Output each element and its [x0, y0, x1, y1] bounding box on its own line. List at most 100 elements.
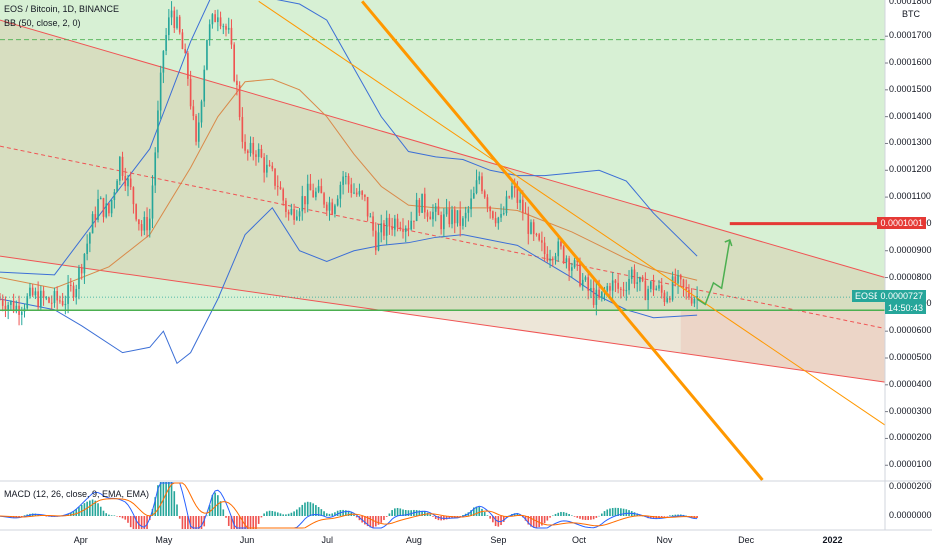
- candle-body: [241, 116, 244, 142]
- candle-body: [80, 267, 83, 274]
- candle-body: [682, 279, 685, 288]
- candle-body: [565, 258, 568, 263]
- macd-histogram-bar: [200, 516, 203, 529]
- candle-body: [195, 115, 197, 142]
- macd-histogram-bar: [113, 515, 116, 516]
- candle-body: [140, 224, 143, 231]
- candle-body: [350, 184, 353, 193]
- candle-body: [361, 191, 363, 195]
- candle-body: [576, 260, 579, 263]
- macd-histogram-bar: [421, 510, 423, 516]
- candle-body: [502, 213, 505, 215]
- macd-histogram-bar: [396, 507, 399, 516]
- macd-histogram-bar: [298, 507, 301, 516]
- candle-body: [658, 285, 660, 289]
- macd-histogram-bar: [91, 499, 94, 516]
- macd-histogram-bar: [274, 511, 276, 516]
- macd-histogram-bar: [505, 516, 508, 519]
- candle-body: [0, 298, 1, 300]
- macd-histogram-bar: [527, 516, 530, 525]
- candle-body: [159, 72, 162, 111]
- candle-body: [165, 35, 167, 51]
- macd-legend: MACD (12, 26, close, 9, EMA, EMA): [4, 489, 150, 499]
- macd-histogram-bar: [257, 516, 260, 524]
- macd-histogram-bar: [345, 510, 347, 516]
- candle-body: [663, 292, 666, 303]
- macd-histogram-bar: [304, 502, 306, 516]
- candle-body: [500, 213, 502, 218]
- projection-path: [696, 239, 731, 306]
- candle-body: [685, 287, 688, 290]
- candle-body: [99, 198, 102, 200]
- macd-histogram-bar: [560, 511, 562, 516]
- macd-histogram-bar: [513, 513, 516, 516]
- candle-body: [206, 39, 208, 70]
- candle-body: [4, 305, 7, 311]
- candle-body: [464, 212, 467, 219]
- candle-body: [293, 209, 295, 220]
- macd-histogram-bar: [377, 516, 380, 525]
- time-axis-label: 2022: [822, 535, 843, 545]
- macd-histogram-bar: [138, 516, 140, 529]
- macd-histogram-bar: [276, 512, 279, 516]
- candle-body: [492, 211, 494, 219]
- macd-histogram-bar: [541, 516, 543, 526]
- candle-body: [268, 164, 271, 166]
- axes: [0, 0, 932, 531]
- candle-body: [434, 206, 437, 212]
- candle-body: [31, 287, 34, 296]
- macd-histogram-bar: [470, 510, 472, 516]
- candle-body: [97, 199, 99, 220]
- candle-body: [42, 290, 45, 298]
- macd-histogram-bar: [434, 516, 437, 520]
- candle-body: [26, 296, 29, 309]
- candle-body: [203, 69, 206, 102]
- macd-histogram-bar: [590, 516, 592, 520]
- candle-body: [366, 196, 369, 217]
- macd-histogram-bar: [571, 515, 573, 516]
- candle-body: [108, 203, 110, 214]
- candlesticks: [0, 1, 698, 326]
- candle-body: [620, 288, 622, 290]
- macd-histogram-bar: [579, 516, 581, 519]
- candle-body: [217, 17, 219, 23]
- macd-histogram-bar: [184, 516, 186, 529]
- macd-histogram-bar: [347, 510, 350, 516]
- macd-histogram-bar: [353, 514, 355, 516]
- target-level-tag: 0.0001001: [877, 216, 926, 229]
- macd-histogram-bar: [23, 515, 26, 516]
- candle-body: [549, 258, 551, 261]
- macd-histogram-bar: [105, 513, 108, 516]
- candle-body: [617, 282, 619, 289]
- macd-histogram-bar: [432, 516, 434, 517]
- macd-histogram-bar: [385, 516, 388, 517]
- candle-body: [448, 208, 451, 225]
- candle-body: [176, 16, 178, 28]
- macd-histogram-bar: [475, 506, 478, 516]
- macd-histogram-bar: [516, 513, 519, 516]
- macd-histogram-bar: [620, 508, 622, 516]
- candle-body: [29, 287, 31, 297]
- macd-histogram-bar: [165, 482, 167, 516]
- macd-histogram-bar: [225, 516, 227, 518]
- candle-body: [660, 285, 663, 293]
- candle-body: [285, 200, 287, 212]
- macd-histogram-bar: [554, 513, 557, 516]
- candle-body: [129, 178, 132, 188]
- candle-body: [679, 275, 682, 280]
- candle-body: [674, 276, 677, 284]
- macd-histogram-bar: [543, 516, 546, 524]
- time-axis-label: Dec: [738, 535, 755, 545]
- candle-body: [470, 198, 472, 210]
- macd-histogram-bar: [151, 508, 154, 516]
- projection-arrowhead: [724, 239, 733, 247]
- candle-body: [146, 216, 148, 231]
- position-zones: [0, 0, 885, 383]
- candle-body: [154, 152, 157, 186]
- macd-histogram-bar: [67, 513, 69, 516]
- candle-body: [233, 44, 236, 81]
- price-axis-label: 0.0001300: [889, 137, 932, 148]
- candle-body: [94, 214, 97, 220]
- candle-body: [59, 300, 61, 302]
